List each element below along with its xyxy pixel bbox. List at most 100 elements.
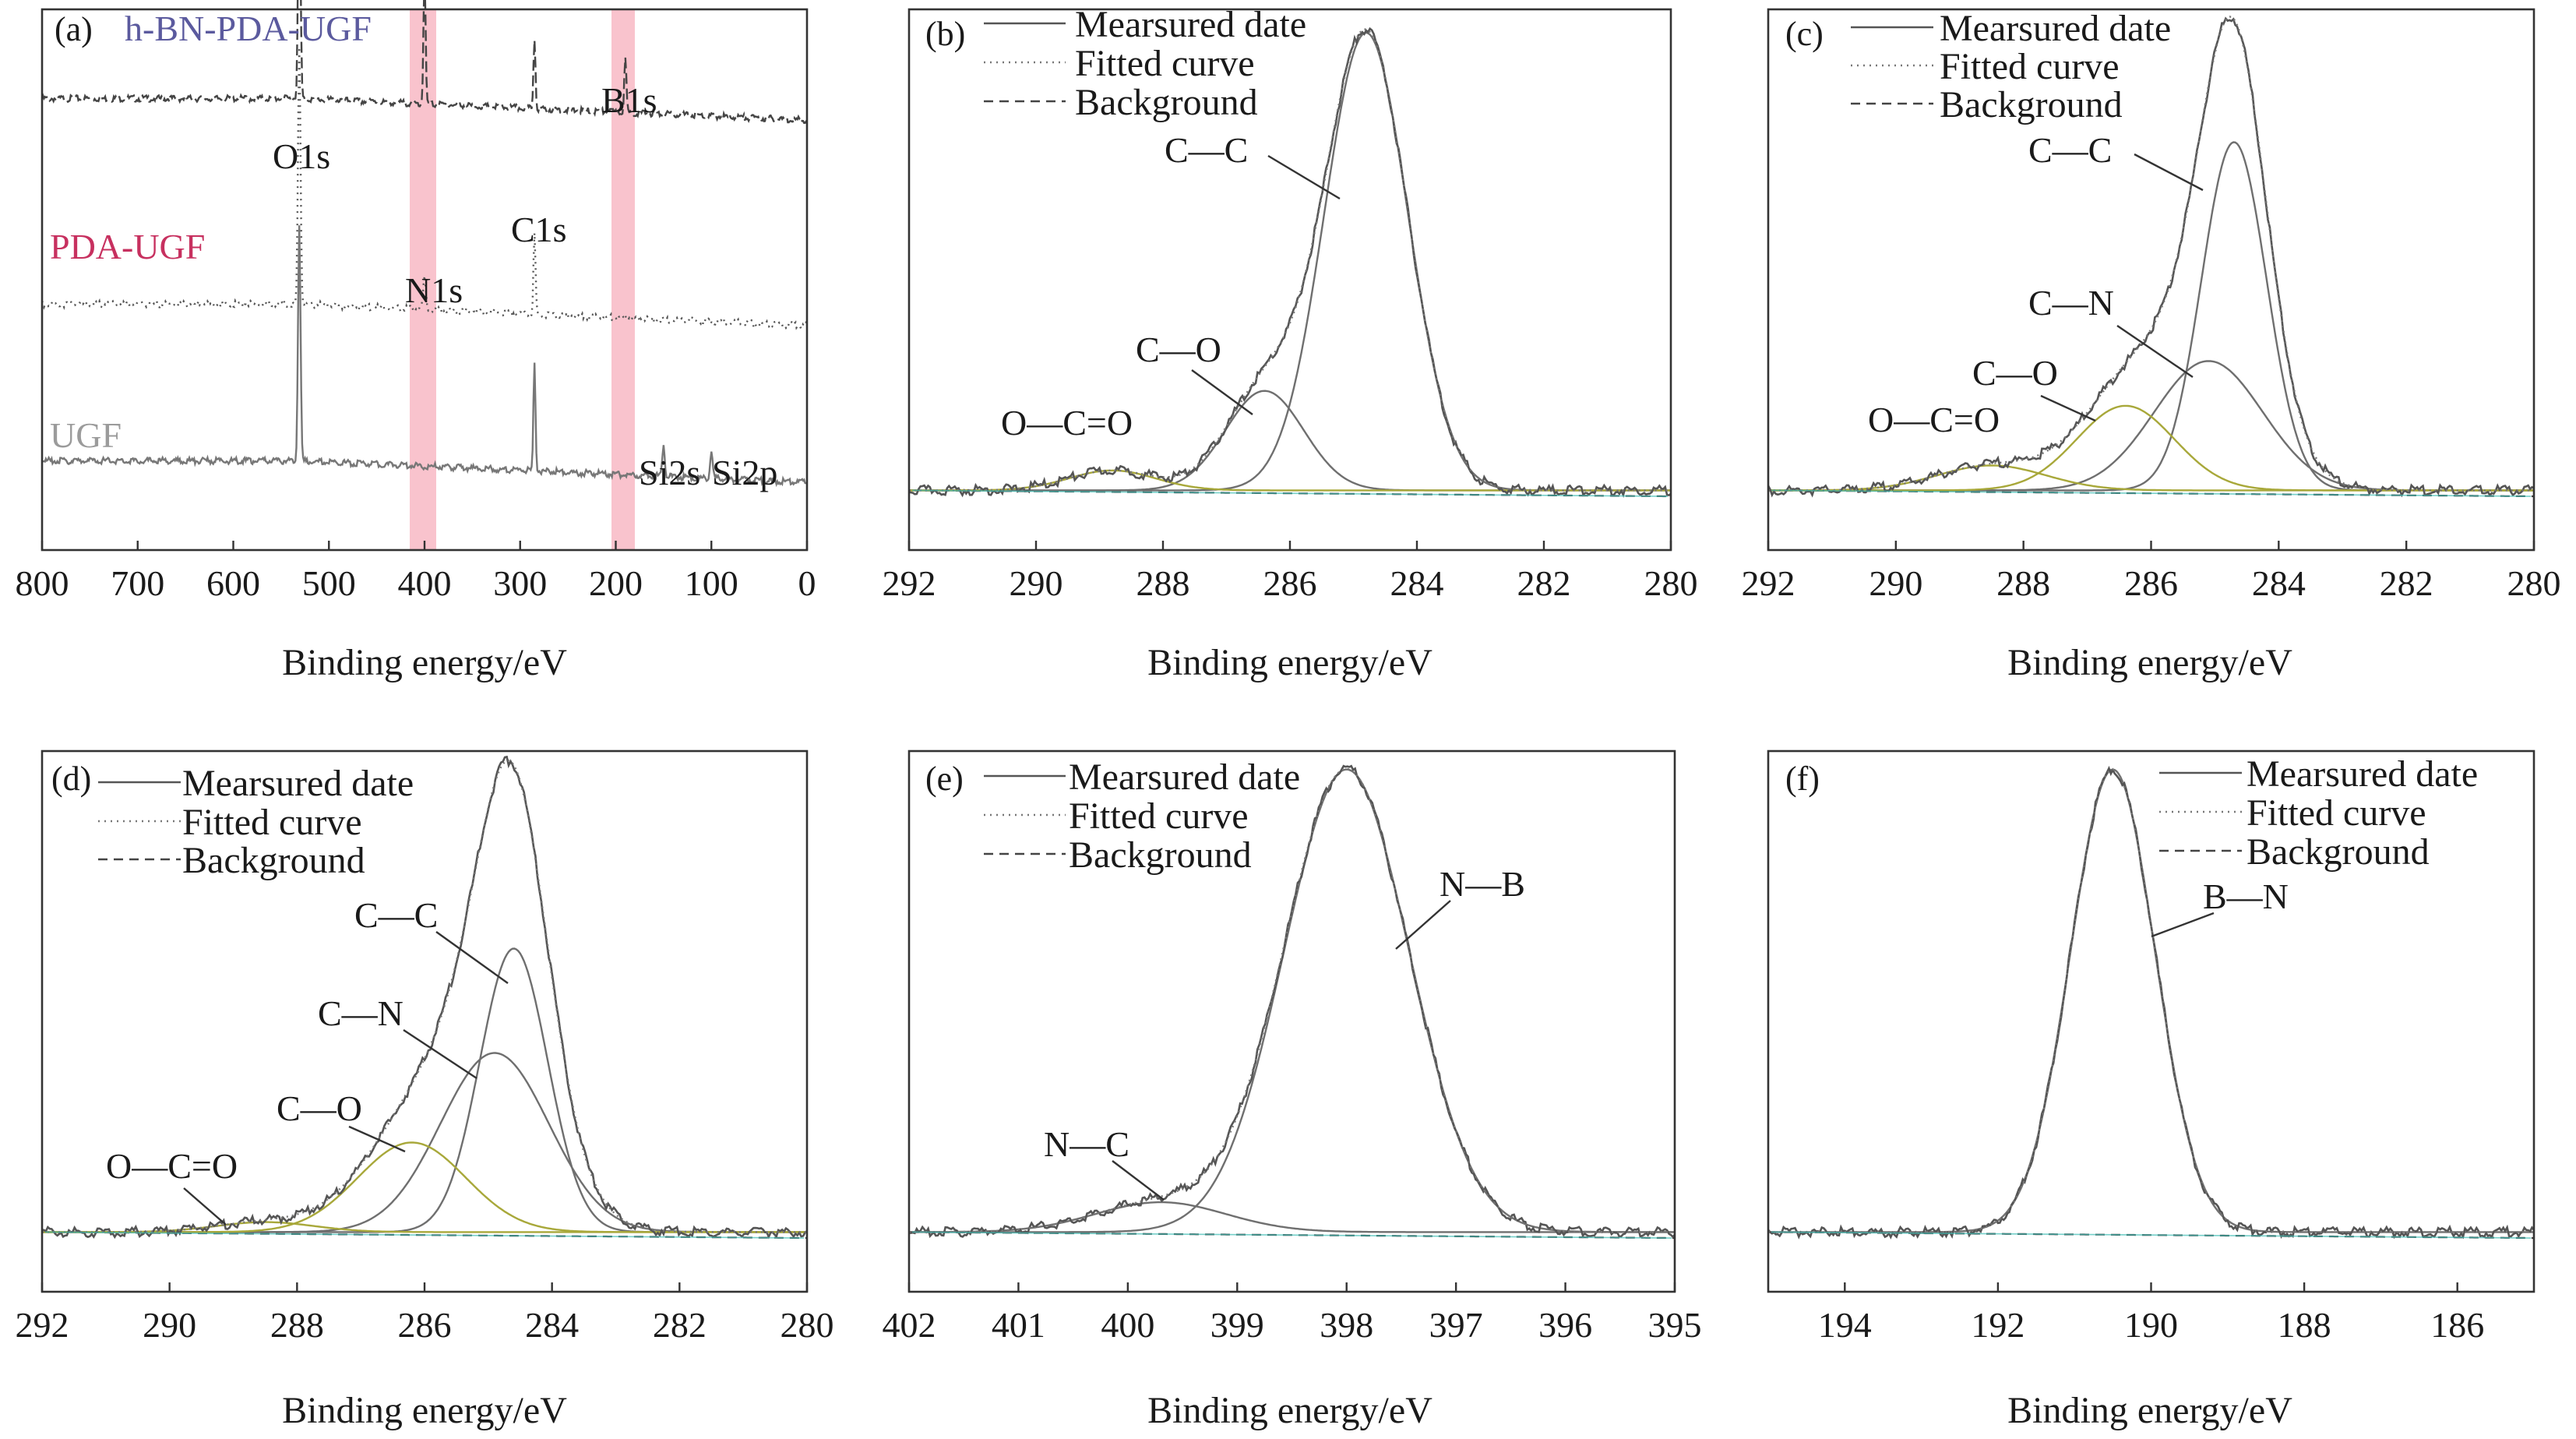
component-label-c-n: C—N	[318, 993, 403, 1033]
x-tick-label: 290	[1010, 563, 1063, 603]
x-tick-label: 100	[685, 563, 738, 603]
peak-label-b1s: B1s	[601, 80, 657, 120]
legend-label-background: Background	[1940, 84, 2123, 125]
legend-label-background: Background	[182, 840, 365, 881]
component-label-c-o: C—O	[277, 1088, 362, 1128]
series-line-h-bn-pda-ugf	[41, 0, 809, 126]
x-tick-label: 190	[2124, 1305, 2178, 1345]
legend-label-fitted: Fitted curve	[2247, 792, 2426, 834]
legend: Mearsured date Fitted curve Background	[1851, 8, 2171, 125]
x-tick-label: 282	[2380, 563, 2433, 603]
measured-curve	[908, 764, 1676, 1239]
component-curve	[909, 768, 1675, 1233]
legend: Mearsured date Fitted curve Background	[984, 4, 1306, 123]
x-axis-label: Binding energy/eV	[2007, 1390, 2292, 1431]
x-axis: 800 700 600 500 400 300 200 100 0	[16, 541, 816, 603]
legend-label-fitted: Fitted curve	[1069, 795, 1249, 837]
baseline-tint	[911, 489, 1669, 497]
x-tick-label: 288	[1136, 563, 1190, 603]
peak-label-si2p: Si2p	[712, 453, 777, 492]
leader-line-c-n	[403, 1028, 477, 1080]
leader-line-c-c	[435, 931, 509, 984]
legend-label-fitted: Fitted curve	[1940, 46, 2120, 87]
x-tick-label: 398	[1320, 1305, 1373, 1345]
x-tick-label: 288	[1996, 563, 2050, 603]
panel-d: (d) Mearsured date Fitted curve Backgrou…	[16, 749, 834, 1431]
x-tick-label: 286	[1263, 563, 1317, 603]
x-axis-label: Binding energy/eV	[1147, 642, 1432, 683]
component-label-c-n: C—N	[2028, 283, 2114, 323]
leader-line-c-o	[1191, 369, 1253, 415]
x-tick-label: 395	[1648, 1305, 1702, 1345]
legend-label-measured: Mearsured date	[1075, 4, 1306, 45]
plot-frame	[907, 749, 1676, 1293]
panel-f: (f) Mearsured date Fitted curve Backgrou…	[1767, 749, 2535, 1431]
x-axis-label: Binding energy/eV	[282, 642, 567, 683]
x-tick-label: 292	[883, 563, 936, 603]
legend: Mearsured date Fitted curve Background	[2159, 753, 2478, 873]
x-tick-label: 286	[398, 1305, 452, 1345]
baseline-tint	[1771, 489, 2532, 497]
measured-curve	[908, 26, 1672, 499]
peak-label-n1s: N1s	[405, 270, 463, 310]
plot-area-n1s	[908, 764, 1676, 1240]
component-curve	[42, 1052, 807, 1233]
legend-label-measured: Mearsured date	[2247, 753, 2478, 795]
component-label-c-c: C—C	[2028, 130, 2112, 170]
x-tick-label: 290	[143, 1305, 196, 1345]
x-axis-label: Binding energy/eV	[1147, 1390, 1432, 1431]
x-tick-label: 288	[270, 1305, 324, 1345]
component-label-n-b: N—B	[1440, 864, 1525, 904]
panel-label: (f)	[1785, 760, 1820, 798]
x-tick-label: 186	[2430, 1305, 2484, 1345]
fitted-curve	[909, 28, 1671, 492]
x-axis: 292 290 288 286 284 282 280	[1742, 541, 2561, 603]
leader-line-c-n	[2116, 325, 2194, 378]
baseline-tint	[44, 1231, 805, 1239]
measured-curve	[1767, 16, 2535, 498]
plot-area-c1s-pda-ugf	[1767, 16, 2535, 498]
leader-line-c-o	[2040, 394, 2096, 422]
leader-line-c-c	[1267, 154, 1341, 200]
plot-frame	[907, 8, 1672, 552]
x-tick-label: 284	[525, 1305, 579, 1345]
legend-label-measured: Mearsured date	[182, 763, 414, 804]
plot-area-c1s-ugf	[908, 26, 1672, 499]
x-tick-label: 284	[1390, 563, 1444, 603]
panel-b: (b) Mearsured date Fitted curve Backgrou…	[883, 4, 1698, 683]
legend-label-background: Background	[1075, 82, 1258, 123]
x-tick-label: 280	[1644, 563, 1698, 603]
component-curve	[909, 469, 1671, 492]
x-tick-label: 400	[1101, 1305, 1154, 1345]
leader-line-n-c	[1112, 1160, 1165, 1201]
component-curve	[909, 1201, 1675, 1233]
plot-frame	[41, 749, 809, 1293]
x-tick-label: 396	[1538, 1305, 1592, 1345]
x-tick-label: 0	[798, 563, 816, 603]
plot-frame	[1767, 8, 2535, 552]
legend-label-background: Background	[1069, 834, 1252, 876]
legend-label-measured: Mearsured date	[1069, 757, 1300, 798]
x-axis: 402 401 400 399 398 397 396 395	[883, 1282, 1702, 1345]
x-tick-label: 397	[1429, 1305, 1483, 1345]
legend-label-fitted: Fitted curve	[182, 802, 362, 843]
panel-label: (a)	[55, 10, 93, 48]
x-tick-label: 280	[2507, 563, 2561, 603]
component-label-o-c-o: O—C=O	[1001, 403, 1133, 443]
series-line-pda-ugf	[41, 47, 808, 331]
x-tick-label: 284	[2252, 563, 2306, 603]
x-tick-label: 290	[1869, 563, 1922, 603]
leader-line-b-n	[2151, 912, 2215, 938]
fitted-curve	[42, 759, 807, 1233]
peak-label-c1s: C1s	[511, 210, 567, 249]
x-tick-label: 188	[2278, 1305, 2331, 1345]
plot-area-c1s-h-bn-pda-ugf	[41, 755, 808, 1240]
x-axis: 194 192 190 188 186	[1818, 1282, 2484, 1345]
highlight-band-n1s-region	[410, 9, 436, 550]
leader-line-o-c-o	[183, 1187, 227, 1226]
panel-label: (c)	[1785, 15, 1824, 53]
baseline-tint	[911, 1231, 1672, 1239]
legend-label-fitted: Fitted curve	[1075, 43, 1255, 84]
panel-c: (c) Mearsured date Fitted curve Backgrou…	[1742, 8, 2561, 683]
